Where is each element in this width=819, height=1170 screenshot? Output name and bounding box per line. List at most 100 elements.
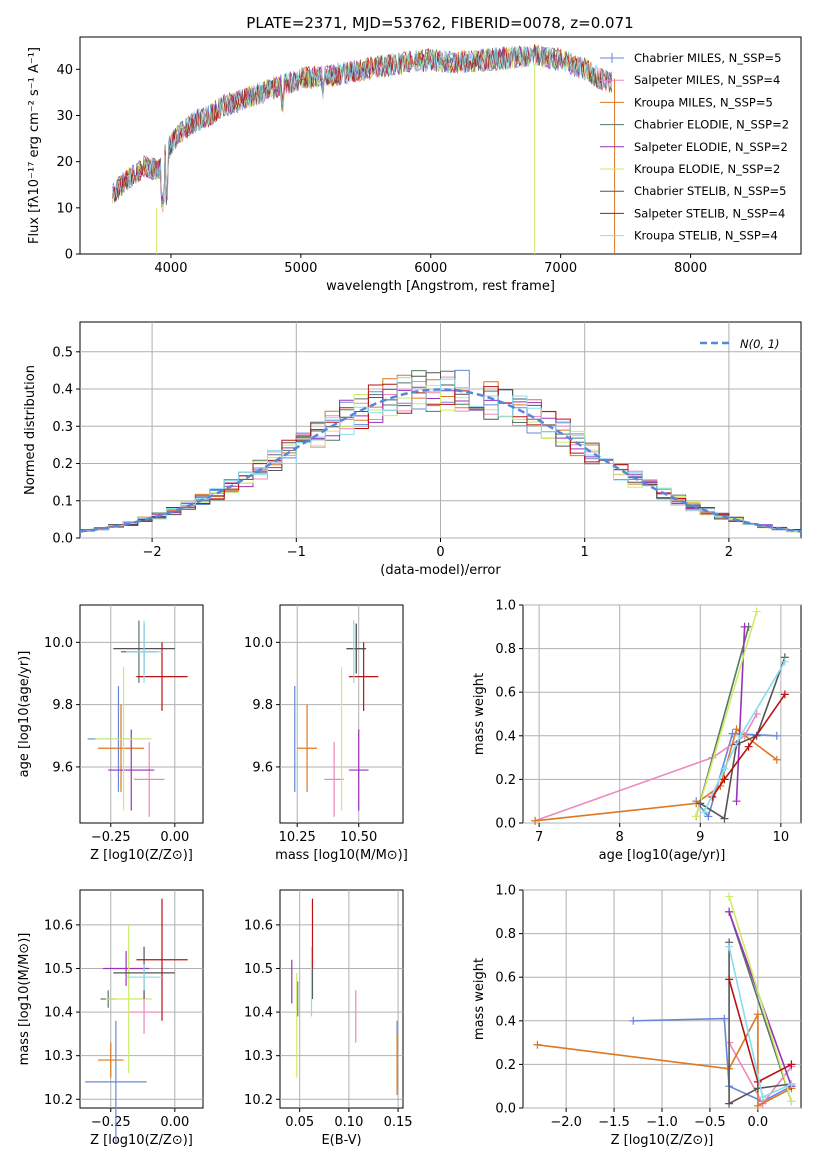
spectrum-legend-label: Salpeter STELIB, N_SSP=4 <box>634 206 785 220</box>
residuals-panel: −2 −1 0 1 2 0.0 0.1 0.2 0.3 0.4 0.5 (data-model)/er… <box>23 321 802 578</box>
spectrum-legend-label: Chabrier STELIB, N_SSP=5 <box>634 184 786 198</box>
panels: 4000 5000 6000 7000 8000010203040wavelength … <box>17 36 802 1148</box>
age-vs-Z-ytick-label: 9.6 <box>52 760 73 775</box>
weight-vs-Z-series-line <box>728 896 793 1102</box>
mass-vs-Z-frame <box>79 889 204 1109</box>
age-vs-mass-ytick-label: 9.6 <box>252 760 273 775</box>
mass-vs-Z-ytick-label: 10.5 <box>44 962 73 977</box>
weight-vs-Z-point-marker <box>787 1097 796 1106</box>
age-vs-mass-ytick-label: 10.0 <box>244 636 273 651</box>
mass-vs-Z-ytick-label: 10.4 <box>44 1006 73 1021</box>
weight-vs-age-point-marker <box>736 731 745 740</box>
weight-vs-age-xtick-label: 9 <box>696 830 704 845</box>
weight-vs-age-point-marker <box>752 607 761 616</box>
spectrum-xtick-label: 4000 <box>154 261 187 276</box>
weight-vs-age-point-marker <box>720 764 729 773</box>
spectrum-legend-label: Kroupa ELODIE, N_SSP=2 <box>634 162 780 176</box>
residuals-ytick-label: 0.0 <box>52 532 73 547</box>
residuals-ytick-label: 0.4 <box>52 383 73 398</box>
weight-vs-age-xtick-label: 8 <box>616 830 624 845</box>
weight-vs-age-point-marker <box>740 622 749 631</box>
mass-vs-Z-panel: −0.25 0.00 10.2 10.3 10.4 10.5 10.6 Z [log10(Z/… <box>17 889 204 1148</box>
mass-vs-EBV-panel: 0.05 0.10 0.15 10.2 10.3 10.4 10.5 10.6 E(B-V) <box>244 889 413 1148</box>
spectrum-series-line <box>112 45 613 202</box>
residuals-legend-label: N(0, 1) <box>740 337 780 351</box>
age-vs-mass-frame <box>279 604 404 824</box>
weight-vs-age-ytick-label: 0.4 <box>495 729 516 744</box>
mass-vs-EBV-xlabel: E(B-V) <box>321 1133 361 1148</box>
residuals-histogram <box>80 377 801 532</box>
spectrum-ytick-label: 20 <box>56 155 73 170</box>
mass-vs-EBV-frame <box>279 889 404 1109</box>
residuals-histogram <box>80 383 801 531</box>
age-vs-Z-ytick-label: 9.8 <box>52 698 73 713</box>
weight-vs-age-ytick-label: 0.0 <box>495 817 516 832</box>
weight-vs-age-xtick-label: 7 <box>535 830 543 845</box>
age-vs-Z-ylabel: age [log10(age/yr)] <box>17 651 32 778</box>
weight-vs-age-ytick-label: 1.0 <box>495 599 516 614</box>
weight-vs-age-point-marker <box>692 812 701 821</box>
spectrum-legend-label: Salpeter MILES, N_SSP=4 <box>634 73 780 87</box>
mass-vs-Z-ytick-label: 10.2 <box>44 1093 73 1108</box>
residuals-ylabel: Normed distribution <box>23 365 38 495</box>
weight-vs-Z-xtick-label: −0.5 <box>694 1115 726 1130</box>
weight-vs-age-point-marker <box>780 690 789 699</box>
age-vs-Z-xtick-label: 0.00 <box>160 830 189 845</box>
weight-vs-Z-xtick-label: −2.0 <box>550 1115 582 1130</box>
age-vs-Z-xtick-label: −0.25 <box>91 830 131 845</box>
weight-vs-Z-point-marker <box>725 892 734 901</box>
weight-vs-Z-ylabel: mass weight <box>472 958 487 1040</box>
weight-vs-age-point-marker <box>720 814 729 823</box>
mass-vs-Z-xtick-label: −0.25 <box>91 1115 131 1130</box>
weight-vs-Z-xtick-label: −1.0 <box>646 1115 678 1130</box>
spectrum-panel: 4000 5000 6000 7000 8000 0 10 20 30 40 wavelength … <box>27 36 802 294</box>
weight-vs-age-ytick-label: 0.8 <box>495 642 516 657</box>
weight-vs-Z-xtick-label: 0.0 <box>748 1115 769 1130</box>
weight-vs-Z-panel: −2.0 −1.5 −1.0 −0.5 0.0 0.0 0.2 0.4 0.6 0.8 1.0 Z [… <box>472 884 802 1148</box>
mass-vs-EBV-ytick-label: 10.6 <box>244 918 273 933</box>
weight-vs-Z-point-marker <box>629 1016 638 1025</box>
weight-vs-age-xlabel: age [log10(age/yr)] <box>599 848 726 863</box>
mass-vs-EBV-xtick-label: 0.05 <box>285 1115 314 1130</box>
weight-vs-Z-xtick-label: −1.5 <box>598 1115 630 1130</box>
weight-vs-age-point-marker <box>772 731 781 740</box>
spectrum-ytick-label: 10 <box>56 201 73 216</box>
age-vs-mass-xtick-label: 10.50 <box>340 830 377 845</box>
spectrum-series-line <box>112 45 613 211</box>
age-vs-Z-panel: −0.25 0.00 9.6 9.8 10.0 Z [log10(Z/Z⊙)] age [l… <box>17 604 204 863</box>
spectrum-frame <box>79 36 802 255</box>
age-vs-Z-xlabel: Z [log10(Z/Z⊙)] <box>90 848 193 863</box>
weight-vs-Z-point-marker <box>725 1099 734 1108</box>
weight-vs-Z-point-marker <box>725 907 734 916</box>
residuals-xtick-label: 1 <box>581 545 589 560</box>
weight-vs-age-point-marker <box>696 799 705 808</box>
mass-vs-EBV-xtick-label: 0.10 <box>334 1115 363 1130</box>
residuals-xtick-label: −2 <box>143 545 162 560</box>
figure-title: PLATE=2371, MJD=53762, FIBERID=0078, z=0… <box>246 14 633 32</box>
age-vs-mass-panel: 10.25 10.50 9.6 9.8 10.0 mass [log10(M/M⊙)] <box>244 604 408 863</box>
weight-vs-age-ytick-label: 0.6 <box>495 686 516 701</box>
weight-vs-age-point-marker <box>744 742 753 751</box>
weight-vs-Z-point-marker <box>787 1060 796 1069</box>
mass-vs-EBV-ytick-label: 10.2 <box>244 1093 273 1108</box>
weight-vs-Z-ytick-label: 0.8 <box>495 927 516 942</box>
spectrum-legend-label: Kroupa STELIB, N_SSP=4 <box>634 229 778 243</box>
residuals-ytick-label: 0.3 <box>52 420 73 435</box>
age-vs-mass-xlabel: mass [log10(M/M⊙)] <box>275 848 408 863</box>
spectrum-ytick-label: 40 <box>56 63 73 78</box>
weight-vs-Z-point-marker <box>753 1010 762 1019</box>
spectrum-xtick-label: 6000 <box>414 261 447 276</box>
weight-vs-age-ytick-label: 0.2 <box>495 773 516 788</box>
residuals-xtick-label: −1 <box>287 545 306 560</box>
mass-vs-EBV-xtick-label: 0.15 <box>384 1115 413 1130</box>
weight-vs-Z-point-marker <box>533 1040 542 1049</box>
age-vs-Z-ytick-label: 10.0 <box>44 636 73 651</box>
spectrum-xlabel: wavelength [Angstrom, rest frame] <box>326 279 555 294</box>
weight-vs-Z-xlabel: Z [log10(Z/Z⊙)] <box>611 1133 714 1148</box>
spectrum-legend-label: Salpeter ELODIE, N_SSP=2 <box>634 140 788 154</box>
weight-vs-age-ylabel: mass weight <box>472 673 487 755</box>
spectrum-legend-label: Kroupa MILES, N_SSP=5 <box>634 95 773 109</box>
weight-vs-age-point-marker <box>720 775 729 784</box>
mass-vs-Z-xtick-label: 0.00 <box>160 1115 189 1130</box>
weight-vs-age-point-marker <box>732 797 741 806</box>
